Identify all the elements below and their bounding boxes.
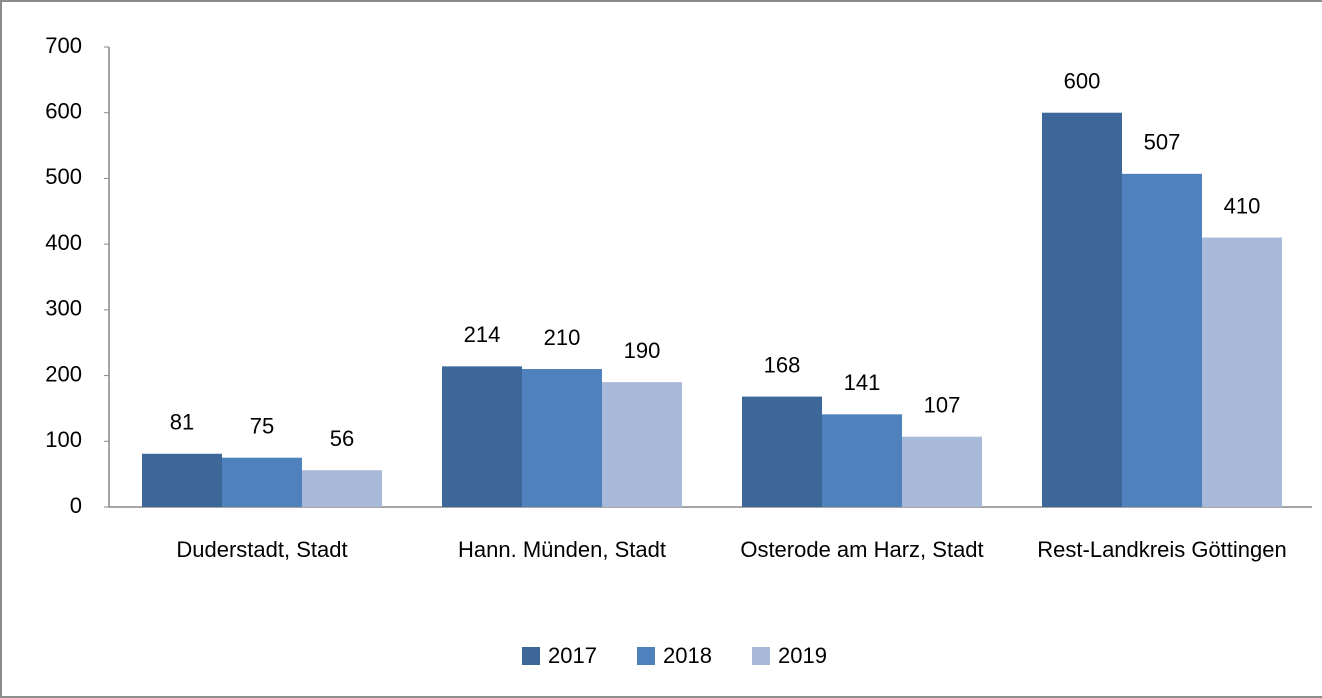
data-label: 168 [764,352,801,377]
bar [1202,237,1282,508]
legend-label: 2017 [548,643,597,668]
data-label: 56 [330,426,354,451]
y-tick-label: 400 [45,230,82,255]
data-label: 210 [544,325,581,350]
legend-swatch [752,647,770,665]
y-tick-label: 0 [70,493,82,518]
bar [142,453,222,507]
legend-swatch [637,647,655,665]
data-label: 141 [844,370,881,395]
data-label: 190 [624,338,661,363]
data-label: 81 [170,410,194,435]
data-label: 410 [1224,193,1261,218]
y-tick-label: 100 [45,427,82,452]
legend-label: 2019 [778,643,827,668]
data-label: 214 [464,322,501,347]
data-label: 107 [924,392,961,417]
data-label: 75 [250,414,274,439]
bar [222,457,302,507]
bar [302,470,382,507]
bar [522,369,602,507]
legend-label: 2018 [663,643,712,668]
bar [442,366,522,507]
y-tick-label: 500 [45,164,82,189]
y-tick-label: 200 [45,361,82,386]
x-tick-label: Rest-Landkreis Göttingen [1037,537,1287,562]
data-label: 600 [1064,69,1101,94]
y-tick-label: 300 [45,296,82,321]
bar [902,436,982,507]
x-tick-label: Duderstadt, Stadt [176,537,348,562]
legend-swatch [522,647,540,665]
bar [742,396,822,507]
x-tick-label: Hann. Münden, Stadt [458,537,666,562]
y-tick-label: 600 [45,99,82,124]
data-label: 507 [1144,130,1181,155]
y-tick-label: 700 [45,33,82,58]
bar [1042,112,1122,507]
x-tick-label: Osterode am Harz, Stadt [740,537,984,562]
bar [822,414,902,507]
bar [602,382,682,507]
bar [1122,173,1202,508]
